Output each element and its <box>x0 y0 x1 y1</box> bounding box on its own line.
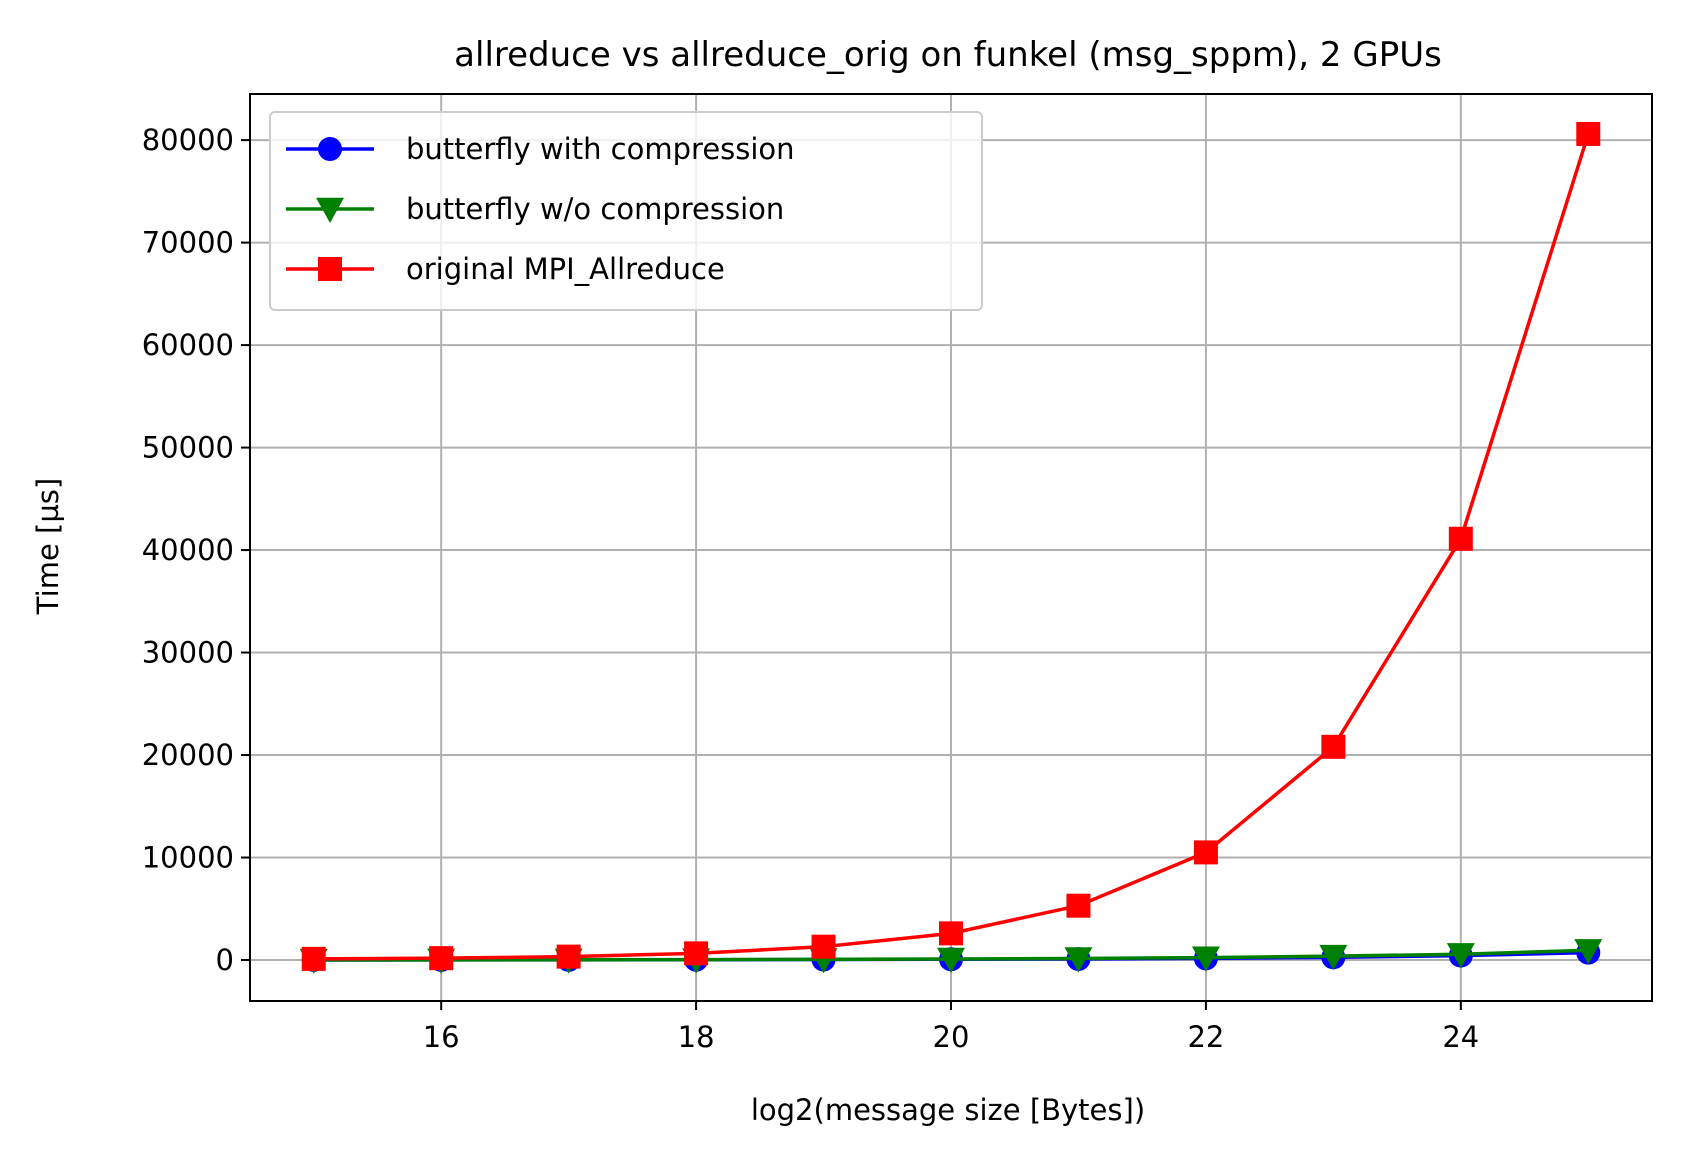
legend: butterfly with compression butterfly w/o … <box>269 111 983 311</box>
x-tick-label: 24 <box>1442 1020 1479 1054</box>
data-point <box>1448 526 1473 551</box>
data-point <box>301 946 326 971</box>
data-point <box>1321 734 1346 759</box>
y-tick-label: 60000 <box>142 328 234 362</box>
legend-entry: butterfly with compression <box>286 132 795 166</box>
x-tick-label: 18 <box>678 1020 715 1054</box>
axis-ticks: 16 18 20 22 24 0 10000 20000 30000 40000 50000 6000… <box>142 123 1480 1054</box>
y-tick-label: 70000 <box>142 226 234 260</box>
x-axis-label: log2(message size [Bytes]) <box>751 1093 1145 1127</box>
legend-entry: butterfly w/o compression <box>286 192 784 226</box>
data-point <box>1064 947 1093 973</box>
y-tick-label: 20000 <box>142 738 234 772</box>
y-axis-label: Time [µs] <box>31 478 65 615</box>
data-point <box>1193 840 1218 865</box>
series-layer <box>299 121 1603 974</box>
legend-label: butterfly with compression <box>406 132 795 166</box>
data-point <box>1066 893 1091 918</box>
data-point <box>684 941 709 966</box>
y-tick-label: 10000 <box>142 841 234 875</box>
series-3 <box>301 121 1601 971</box>
y-tick-label: 0 <box>216 943 234 977</box>
data-point <box>1191 946 1220 972</box>
y-tick-label: 50000 <box>142 431 234 465</box>
data-point <box>1319 944 1348 971</box>
x-tick-label: 20 <box>933 1020 970 1054</box>
data-point <box>1446 943 1475 969</box>
data-point <box>429 946 454 971</box>
legend-marker <box>318 137 342 161</box>
data-point <box>937 947 965 973</box>
y-tick-label: 40000 <box>142 533 234 567</box>
legend-label: butterfly w/o compression <box>406 192 784 226</box>
data-point <box>811 934 836 959</box>
legend-marker <box>318 257 342 281</box>
data-point <box>556 944 581 969</box>
x-tick-label: 16 <box>423 1020 460 1054</box>
legend-marker <box>316 197 344 223</box>
chart-title: allreduce vs allreduce_orig on funkel (m… <box>454 35 1442 75</box>
x-tick-label: 22 <box>1187 1020 1224 1054</box>
legend-entry: original MPI_Allreduce <box>286 252 725 286</box>
y-tick-label: 30000 <box>142 636 234 670</box>
data-point <box>939 921 963 946</box>
data-point <box>1574 939 1603 965</box>
legend-label: original MPI_Allreduce <box>406 252 725 286</box>
legend-box <box>269 111 983 311</box>
y-tick-label: 80000 <box>142 123 234 157</box>
data-point <box>1576 121 1601 146</box>
